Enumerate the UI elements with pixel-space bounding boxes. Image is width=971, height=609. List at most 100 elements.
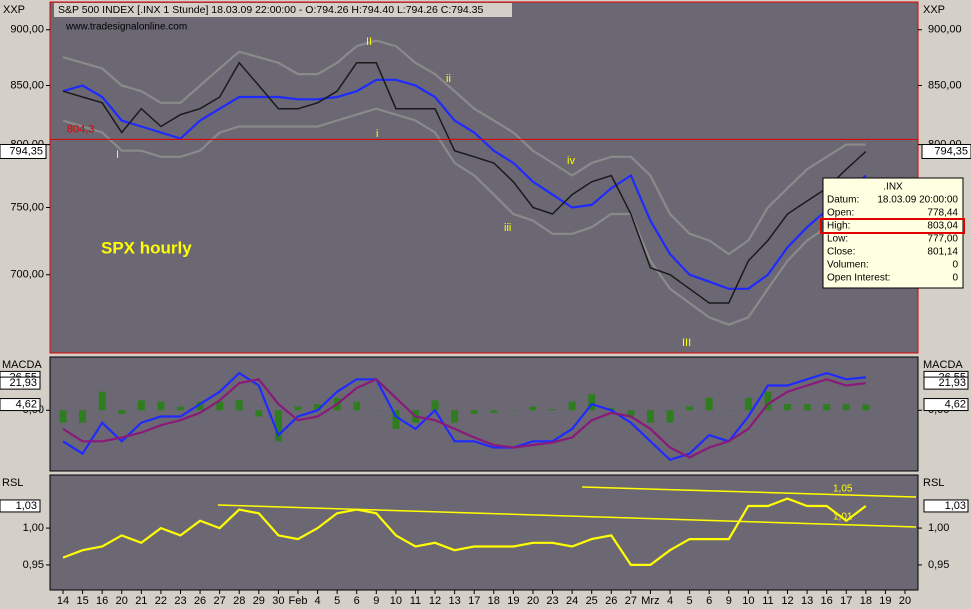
tooltip-value: 18.03.09 20:00:00 xyxy=(877,195,958,206)
value-box-label: 21,93 xyxy=(938,377,966,389)
histogram-bar xyxy=(529,406,537,411)
tooltip-key: Low: xyxy=(827,234,848,245)
value-box-label: 21,93 xyxy=(9,377,37,389)
histogram-bar xyxy=(294,406,302,411)
histogram-bar xyxy=(862,404,870,411)
tooltip-key: Open: xyxy=(827,208,854,219)
value-box-label: 4,62 xyxy=(16,398,37,410)
tooltip-key: Volumen: xyxy=(827,260,869,271)
tooltip-value: 801,14 xyxy=(927,247,958,258)
x-tick-label: 14 xyxy=(57,595,69,607)
histogram-bar xyxy=(823,404,831,411)
x-tick-label: 20 xyxy=(116,595,128,607)
histogram-bar xyxy=(353,401,361,411)
histogram-bar xyxy=(79,410,87,423)
x-tick-label: 5 xyxy=(687,595,693,607)
y-tick-label: 0,95 xyxy=(23,559,44,571)
wave-label: I xyxy=(116,149,119,161)
plot-area xyxy=(49,474,919,591)
histogram-bar xyxy=(98,391,106,411)
series-line xyxy=(62,371,866,462)
wave-label: II xyxy=(366,36,372,48)
x-axis-strip xyxy=(0,592,971,609)
x-tick-label: 19 xyxy=(879,595,891,607)
y-tick-label: 750,00 xyxy=(10,201,44,213)
tooltip-key: Datum: xyxy=(827,195,859,206)
x-tick-label: 11 xyxy=(410,595,421,607)
x-tick-label: 10 xyxy=(390,595,402,607)
x-tick-label: 29 xyxy=(253,595,265,607)
y-tick-label: 1,00 xyxy=(23,522,44,534)
axis-strip xyxy=(0,0,50,592)
histogram-bar xyxy=(764,391,772,411)
panel-title: MACDA xyxy=(2,359,42,371)
histogram-bar xyxy=(588,394,596,411)
x-tick-label: 20 xyxy=(527,595,539,607)
x-tick-label: 20 xyxy=(899,595,911,607)
title-bar xyxy=(54,3,512,17)
trend-line xyxy=(581,486,917,498)
x-tick-label: 23 xyxy=(174,595,186,607)
x-tick-label: Mrz xyxy=(641,595,659,607)
x-tick-label: 26 xyxy=(194,595,206,607)
x-tick-label: 9 xyxy=(373,595,379,607)
x-tick-label: 30 xyxy=(272,595,284,607)
histogram-bar xyxy=(118,410,126,414)
x-tick-label: 23 xyxy=(546,595,558,607)
value-box xyxy=(0,376,41,390)
x-tick-label: 4 xyxy=(667,595,673,607)
wave-label: iv xyxy=(567,155,575,167)
x-tick-label: 9 xyxy=(726,595,732,607)
histogram-bar xyxy=(157,401,165,411)
trend-line xyxy=(217,504,917,528)
value-box-label: 4,62 xyxy=(945,398,966,410)
wave-label: ii xyxy=(446,73,451,85)
plot-area xyxy=(49,1,919,354)
histogram-bar xyxy=(686,406,694,411)
x-tick-label: 17 xyxy=(468,595,480,607)
tooltip-key: Close: xyxy=(827,247,855,258)
tooltip-key: High: xyxy=(827,221,850,232)
histogram-bar xyxy=(451,410,459,423)
axis-strip xyxy=(918,0,971,592)
series-line xyxy=(62,39,866,256)
x-tick-label: 24 xyxy=(566,595,578,607)
histogram-bar xyxy=(549,409,556,411)
x-tick-label: 26 xyxy=(605,595,617,607)
value-box xyxy=(923,499,969,513)
series-line xyxy=(62,107,867,326)
x-tick-label: 18 xyxy=(860,595,872,607)
last-value-label: 794,35 xyxy=(934,145,968,157)
x-tick-label: 5 xyxy=(334,595,340,607)
tooltip-value: 777,00 xyxy=(927,234,958,245)
histogram-bar xyxy=(196,401,204,411)
symbol: XXP xyxy=(923,4,945,16)
histogram-bar xyxy=(803,404,811,411)
y-tick-label: 850,00 xyxy=(928,79,962,91)
x-tick-label: 16 xyxy=(96,595,108,607)
y-tick-label: 0,95 xyxy=(928,559,949,571)
watermark: www.tradesignalonline.com xyxy=(65,22,187,33)
x-tick-label: 10 xyxy=(742,595,754,607)
tooltip-value: 803,04 xyxy=(927,221,958,232)
value-box xyxy=(923,398,969,412)
histogram-bar xyxy=(705,397,713,411)
histogram-bar xyxy=(842,404,850,411)
tooltip-key: Open Interest: xyxy=(827,273,890,284)
panel-title: RSL xyxy=(2,477,23,489)
x-tick-label: 13 xyxy=(449,595,461,607)
value-box xyxy=(0,398,41,412)
tooltip-value: 0 xyxy=(952,260,958,271)
x-tick-label: 12 xyxy=(781,595,793,607)
x-tick-label: 12 xyxy=(429,595,441,607)
histogram-bar xyxy=(235,400,243,411)
x-tick-label: 17 xyxy=(840,595,852,607)
value-box-label: 1,03 xyxy=(16,500,37,512)
panel-title: RSL xyxy=(923,477,944,489)
x-tick-label: 6 xyxy=(354,595,360,607)
x-tick-label: 4 xyxy=(314,595,320,607)
x-tick-label: 19 xyxy=(507,595,519,607)
histogram-bar xyxy=(470,410,478,414)
wave-label: iii xyxy=(504,222,511,234)
